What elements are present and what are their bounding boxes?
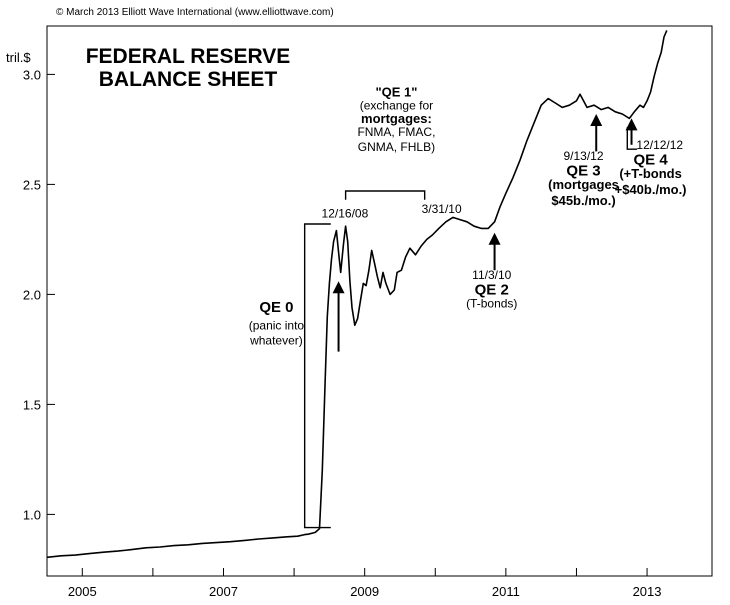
copyright-text: © March 2013 Elliott Wave International … — [56, 7, 334, 18]
qe2-label: QE 2 — [475, 281, 509, 298]
qe4-desc-line-1: (+T-bonds — [619, 166, 681, 181]
y-tick-label: 1.0 — [23, 507, 41, 522]
qe1-list-line-2: GNMA, FHLB) — [358, 140, 435, 154]
x-axis-ticks: 2005 2007 2009 2011 2013 — [68, 568, 662, 599]
qe1-desc: (exchange for — [360, 99, 433, 113]
date-3-31-10: 3/31/10 — [422, 202, 462, 216]
chart-title-line-1: FEDERAL RESERVE — [86, 45, 291, 68]
plot-frame — [46, 25, 713, 577]
arrow-qe3-start-head — [590, 114, 603, 126]
date-12-16-08: 12/16/08 — [322, 206, 369, 220]
y-axis-ticks: 1.0 1.5 2.0 2.5 3.0 — [23, 67, 55, 522]
bracket-qe1 — [344, 190, 426, 200]
qe4-label: QE 4 — [633, 152, 668, 169]
arrow-qe2-start-head — [488, 232, 501, 245]
qe3-desc-line-1: (mortgages — [548, 177, 619, 192]
arrow-group — [332, 114, 638, 352]
chart-title-line-2: BALANCE SHEET — [99, 68, 278, 91]
y-tick-label: 3.0 — [23, 67, 41, 82]
qe3-desc-line-2: $45b./mo.) — [551, 193, 615, 208]
y-axis-label: tril.$ — [6, 50, 31, 65]
x-tick-label: 2011 — [492, 584, 520, 599]
x-tick-label: 2005 — [68, 584, 97, 599]
date-11-3-10: 11/3/10 — [472, 268, 511, 282]
bracket-group — [303, 127, 638, 529]
date-9-13-12: 9/13/12 — [563, 149, 603, 163]
x-tick-label: 2007 — [209, 584, 238, 599]
qe0-desc-line-1: (panic into — [249, 319, 305, 333]
qe2-desc: (T-bonds) — [466, 297, 517, 311]
qe4-desc-line-2: +$40b./mo.) — [615, 182, 687, 197]
y-tick-label: 1.5 — [23, 397, 41, 412]
x-tick-label: 2009 — [350, 584, 379, 599]
x-tick-label: 2013 — [633, 584, 662, 599]
arrow-qe1-start-head — [332, 281, 345, 294]
bracket-qe0 — [303, 223, 331, 529]
qe3-label: QE 3 — [566, 163, 600, 180]
qe0-label: QE 0 — [259, 299, 293, 316]
qe1-mortgages: mortgages: — [361, 111, 432, 126]
leader-12-12-12 — [626, 127, 638, 150]
y-tick-label: 2.0 — [23, 287, 41, 302]
series-line — [46, 30, 668, 559]
arrow-qe4-start-head — [625, 118, 638, 131]
qe1-label: "QE 1" — [375, 84, 417, 99]
y-tick-label: 2.5 — [23, 177, 41, 192]
date-12-12-12: 12/12/12 — [636, 138, 683, 152]
qe0-desc-line-2: whatever) — [249, 334, 303, 348]
qe1-list-line-1: FNMA, FMAC, — [357, 125, 435, 139]
